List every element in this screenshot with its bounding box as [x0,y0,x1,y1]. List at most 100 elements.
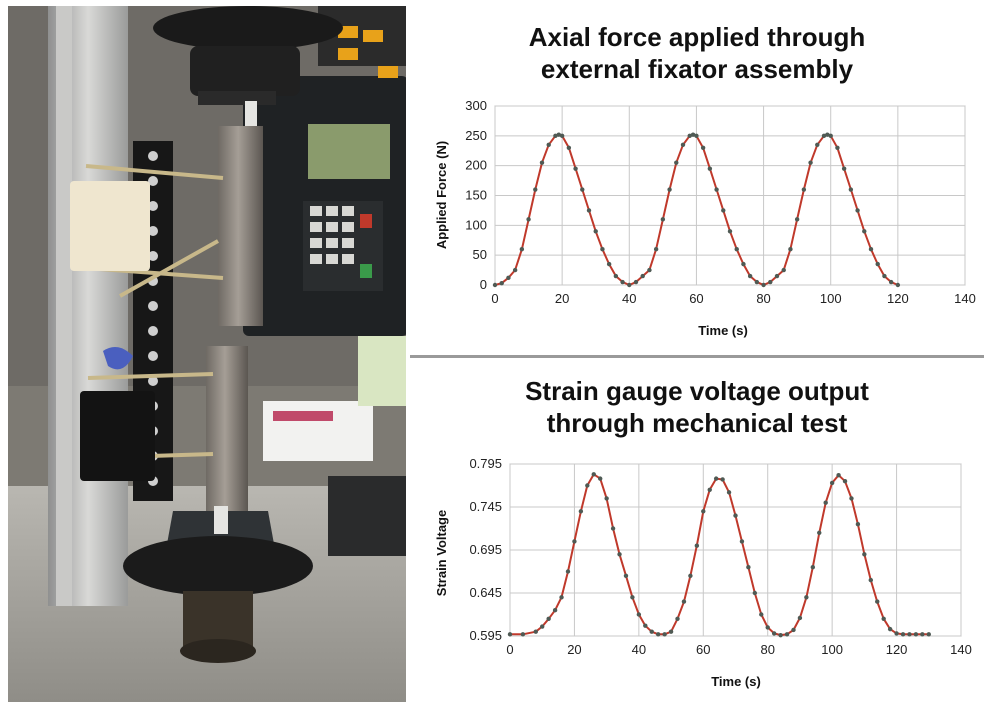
strain-chart-data-point [913,632,919,637]
force-chart-data-point [815,142,820,147]
force-chart-data-point [566,145,572,150]
force-chart-title-line-2: external fixator assembly [540,54,854,84]
strain-chart-data-point [540,624,545,629]
strain-chart-data-point [823,500,828,505]
force-chart-data-point [781,267,786,273]
strain-chart-data-point [617,552,622,557]
strain-chart-data-point [894,631,899,636]
force-chart-data-point [882,273,887,279]
strain-chart-data-point [791,627,796,633]
force-chart-data-point [519,247,525,252]
force-chart-data-point [613,273,619,279]
strain-chart-data-point [926,632,931,637]
force-chart-data-point [875,261,880,267]
force-chart: 0 20 40 60 80 100 120 140 0 50 100 150 200 250 300 Tim… [434,98,976,338]
force-chart-data-point [747,273,753,279]
force-chart-data-point [888,279,894,285]
strain-chart-data-point [881,616,886,621]
force-chart-data-point [660,217,666,222]
strain-chart-data-point [765,625,770,630]
strain-chart-data-point [520,632,526,637]
strain-chart-data-point [726,490,732,495]
force-chart-x-tick-label: 100 [820,291,842,306]
force-chart-data-point [825,132,830,137]
force-chart-data-point [788,247,793,252]
panel-divider [410,355,984,358]
strain-chart-data-point [875,599,880,604]
strain-chart-y-tick-label: 0.745 [469,499,502,514]
force-chart-data-point [690,132,696,137]
strain-chart-data-point [701,509,706,514]
force-chart-y-tick-label: 200 [465,158,487,173]
force-chart-data-point [734,247,739,252]
force-chart-x-tick-label: 140 [954,291,976,306]
strain-chart-x-tick-label: 140 [950,642,972,657]
strain-chart-data-point [694,543,700,548]
strain-chart-data-point [713,476,719,481]
force-chart-data-point [627,282,632,288]
strain-chart-data-point [623,573,629,578]
force-chart-data-point [700,145,706,150]
strain-chart-data-point [668,629,674,634]
strain-chart-data-point [688,573,693,578]
strain-chart-x-tick-label: 40 [632,642,646,657]
strain-chart-series-line [510,473,929,637]
strain-chart-data-point [585,483,590,488]
strain-chart-data-point [887,626,893,632]
force-chart-x-tick-label: 80 [756,291,770,306]
force-chart-data-point [754,279,760,285]
force-chart-data-point [647,267,652,273]
force-chart-data-point [606,261,612,267]
force-chart-data-point [821,133,827,139]
strain-chart-data-point [636,612,642,617]
force-chart-data-point [687,133,692,139]
force-chart-data-point [600,247,605,252]
force-chart-data-point [761,282,766,288]
strain-chart-title-line-1: Strain gauge voltage output [525,376,869,406]
strain-chart-data-point [565,569,571,574]
force-chart-data-point [674,160,679,165]
strain-chart-y-tick-label: 0.645 [469,585,502,600]
force-chart-data-point [499,281,504,286]
strain-chart-data-point [546,616,551,621]
force-chart-data-point [727,229,733,234]
force-chart-y-tick-label: 250 [465,128,487,143]
strain-chart-data-point [707,487,712,492]
force-chart-data-point [559,133,565,139]
strain-chart-data-point [907,632,912,637]
strain-chart-data-point [920,632,925,637]
force-chart-data-point [620,279,625,285]
strain-chart-data-point [720,477,725,482]
strain-chart-data-point [604,496,609,501]
force-chart-data-point [512,267,518,273]
strain-chart-data-point [804,595,809,600]
force-chart-data-point [741,261,746,267]
force-chart-data-point [895,282,901,288]
force-chart-data-point [667,187,672,192]
force-chart-x-axis-label: Time (s) [698,323,748,338]
force-chart-data-point [556,132,561,137]
strain-chart-data-point [868,577,873,583]
strain-chart-data-point [572,539,577,544]
force-chart-data-point [855,208,860,213]
force-chart-data-point [794,217,800,222]
force-chart-data-point [694,133,699,139]
strain-chart-y-axis-label: Strain Voltage [434,510,449,596]
strain-chart-data-point [746,565,751,570]
strain-chart-data-point [655,632,661,637]
strain-chart-data-point [862,552,867,557]
force-chart-y-tick-label: 100 [465,217,487,232]
force-chart-data-point [593,229,598,234]
strain-chart-x-tick-label: 0 [506,642,513,657]
force-chart-data-point [633,279,639,285]
strain-chart-title-line-2: through mechanical test [546,408,848,438]
strain-chart-data-point [675,616,680,621]
strain-chart-data-point [817,530,822,535]
strain-chart-data-point [552,608,558,613]
force-chart-data-point [539,160,545,165]
strain-chart-y-tick-label: 0.695 [469,542,502,557]
force-chart-data-point [848,187,854,192]
strain-chart-data-point [630,595,635,600]
force-chart-x-tick-label: 40 [622,291,636,306]
force-chart-data-point [506,275,511,281]
